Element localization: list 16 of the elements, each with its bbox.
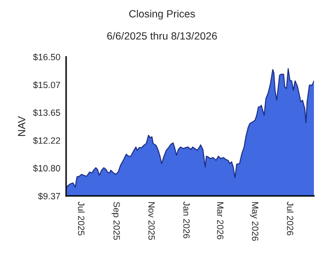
x-tick-label: Mar 2026 (217, 202, 224, 240)
y-tick-label: $12.22 (33, 136, 60, 144)
y-axis-title: NAV (18, 116, 26, 136)
chart-title: Closing Prices (129, 10, 195, 20)
x-tick-label: Sep 2025 (112, 202, 120, 240)
x-tick-label: Jul 2026 (286, 202, 294, 236)
y-tick-label: $10.80 (33, 164, 60, 172)
y-tick-label: $13.65 (33, 109, 60, 116)
x-tick-label: May 2026 (250, 202, 258, 241)
y-tick-label: $16.50 (33, 53, 60, 61)
x-tick-label: Jan 2026 (183, 202, 190, 238)
y-tick-label: $15.07 (33, 81, 60, 89)
chart-subtitle: 6/6/2025 thru 8/13/2026 (107, 32, 217, 40)
y-tick-label: $9.37 (38, 192, 60, 200)
x-tick-label: Jul 2025 (78, 202, 85, 236)
x-tick-label: Nov 2025 (148, 202, 155, 240)
